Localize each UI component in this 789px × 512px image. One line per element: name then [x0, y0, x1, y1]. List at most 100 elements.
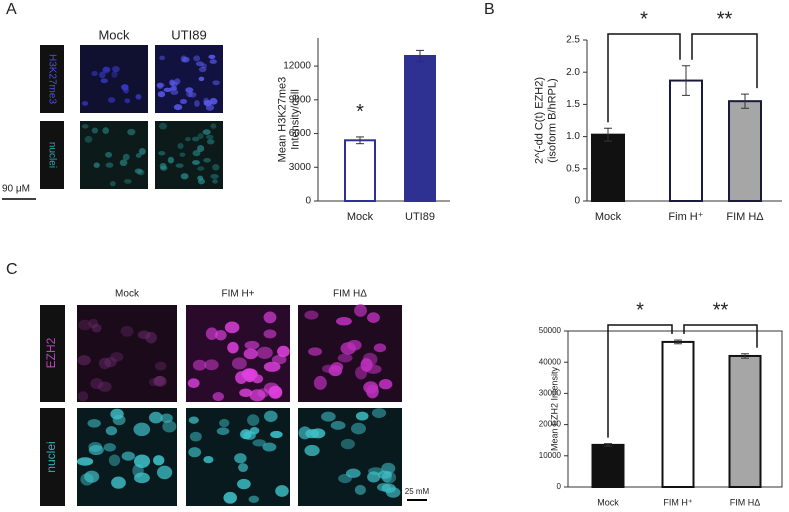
nucleus: [212, 179, 218, 184]
nucleus: [102, 127, 110, 134]
nucleus: [197, 178, 206, 185]
nucleus: [354, 304, 367, 317]
nucleus: [121, 83, 129, 91]
nucleus: [270, 430, 283, 439]
column-label: Mock: [98, 27, 130, 42]
nucleus: [137, 330, 151, 340]
nucleus: [212, 392, 225, 402]
nucleus: [212, 164, 220, 171]
nucleus: [148, 377, 159, 387]
significance: *: [356, 101, 364, 123]
nucleus: [202, 129, 211, 135]
x-tick-label: UTI89: [405, 211, 435, 223]
bar: [344, 139, 376, 203]
x-tick-label: Mock: [595, 211, 622, 223]
nucleus: [249, 389, 266, 402]
nucleus: [189, 431, 202, 442]
nucleus: [135, 94, 142, 100]
nucleus: [330, 362, 344, 372]
y-tick-label: 2.0: [566, 67, 580, 78]
y-tick-label: 0: [557, 482, 562, 491]
nucleus: [209, 59, 217, 64]
nucleus: [224, 321, 240, 334]
nucleus: [84, 470, 100, 483]
x-tick-label: Mock: [597, 497, 619, 507]
nucleus: [219, 418, 230, 428]
nucleus: [159, 55, 166, 61]
nucleus: [153, 455, 165, 466]
nucleus: [188, 447, 202, 458]
nucleus: [210, 173, 219, 179]
nucleus: [134, 472, 150, 484]
nucleus: [158, 150, 166, 156]
nucleus: [275, 485, 289, 497]
nucleus: [78, 319, 92, 331]
y-axis-label: Mean H3K27me3: [276, 77, 288, 163]
nucleus: [378, 378, 393, 390]
y-tick-label: 50000: [539, 326, 562, 335]
row-label-box: [40, 305, 65, 402]
nucleus: [180, 173, 189, 180]
nucleus: [127, 128, 136, 136]
nucleus: [223, 491, 237, 504]
nucleus: [193, 55, 201, 62]
nucleus: [188, 416, 199, 424]
nucleus: [135, 153, 142, 158]
nucleus: [185, 87, 194, 93]
nucleus: [192, 150, 201, 157]
nucleus: [97, 381, 112, 392]
nucleus: [88, 441, 103, 452]
nucleus: [355, 411, 369, 421]
nucleus: [381, 462, 396, 475]
nucleus: [169, 79, 175, 86]
nucleus: [381, 471, 392, 483]
row-label-box: [40, 121, 64, 189]
nucleus: [330, 420, 346, 430]
nucleus: [263, 311, 277, 324]
nucleus: [251, 374, 264, 384]
x-tick-label: FIM HΔ: [726, 211, 764, 223]
bracket: [683, 324, 758, 348]
nucleus: [121, 451, 135, 461]
nucleus: [91, 323, 102, 333]
x-tick-label: Fim H⁺: [668, 211, 703, 223]
nucleus: [196, 145, 205, 152]
nucleus: [182, 56, 190, 63]
bar: [404, 54, 436, 202]
row-label-box: [40, 408, 65, 506]
nucleus: [109, 180, 116, 187]
nucleus: [107, 97, 116, 104]
nucleus: [119, 159, 128, 167]
y-axis-label: (isoform B/hRPL): [546, 78, 558, 162]
nucleus: [154, 375, 166, 386]
nucleus: [206, 138, 215, 145]
nucleus: [187, 378, 200, 389]
nucleus: [91, 127, 99, 134]
nucleus: [159, 122, 167, 130]
nucleus: [134, 168, 143, 174]
nucleus: [197, 166, 205, 171]
nucleus: [134, 454, 151, 468]
nucleus: [304, 444, 320, 457]
nucleus: [105, 426, 118, 436]
nucleus: [256, 346, 273, 359]
nucleus: [336, 317, 352, 326]
y-tick-label: 0: [305, 196, 311, 207]
nucleus: [170, 89, 179, 95]
y-tick-label: 6000: [289, 128, 312, 139]
nucleus: [148, 411, 163, 424]
bar: [669, 79, 703, 202]
y-axis-label: 2^(-dd C(t) EZH2): [533, 77, 545, 164]
nucleus: [310, 428, 326, 439]
significance: *: [640, 8, 648, 30]
nucleus: [186, 90, 193, 98]
x-tick-label: FIM H⁺: [663, 497, 692, 507]
nucleus: [177, 142, 184, 149]
nucleus: [179, 152, 186, 157]
nucleus: [105, 162, 114, 168]
nucleus: [340, 342, 356, 355]
nucleus: [84, 135, 93, 143]
y-tick-label: 3000: [289, 162, 312, 173]
nucleus: [157, 91, 166, 98]
